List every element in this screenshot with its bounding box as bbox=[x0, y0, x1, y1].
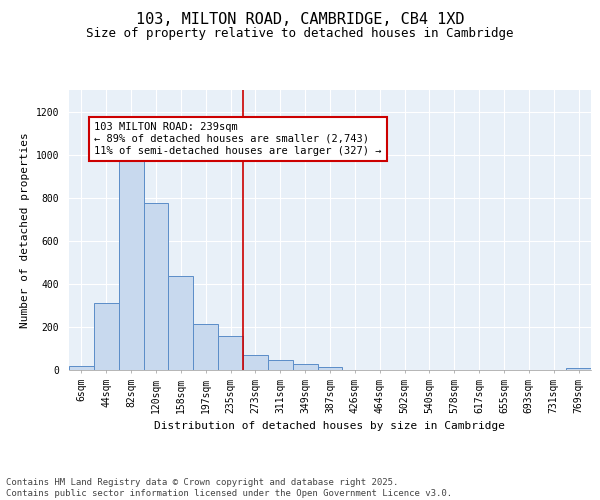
Bar bbox=[317, 367, 343, 370]
Y-axis label: Number of detached properties: Number of detached properties bbox=[20, 132, 30, 328]
Bar bbox=[69, 366, 94, 370]
Bar bbox=[293, 364, 317, 370]
Text: Size of property relative to detached houses in Cambridge: Size of property relative to detached ho… bbox=[86, 28, 514, 40]
Bar bbox=[169, 276, 193, 370]
Text: 103, MILTON ROAD, CAMBRIDGE, CB4 1XD: 103, MILTON ROAD, CAMBRIDGE, CB4 1XD bbox=[136, 12, 464, 28]
Bar bbox=[119, 160, 143, 370]
Bar bbox=[193, 324, 218, 370]
Bar bbox=[566, 368, 591, 370]
Bar bbox=[143, 203, 169, 370]
Bar bbox=[218, 336, 243, 370]
Bar bbox=[243, 355, 268, 370]
Text: Contains HM Land Registry data © Crown copyright and database right 2025.
Contai: Contains HM Land Registry data © Crown c… bbox=[6, 478, 452, 498]
Bar bbox=[94, 303, 119, 370]
X-axis label: Distribution of detached houses by size in Cambridge: Distribution of detached houses by size … bbox=[155, 421, 505, 431]
Text: 103 MILTON ROAD: 239sqm
← 89% of detached houses are smaller (2,743)
11% of semi: 103 MILTON ROAD: 239sqm ← 89% of detache… bbox=[94, 122, 382, 156]
Bar bbox=[268, 360, 293, 370]
